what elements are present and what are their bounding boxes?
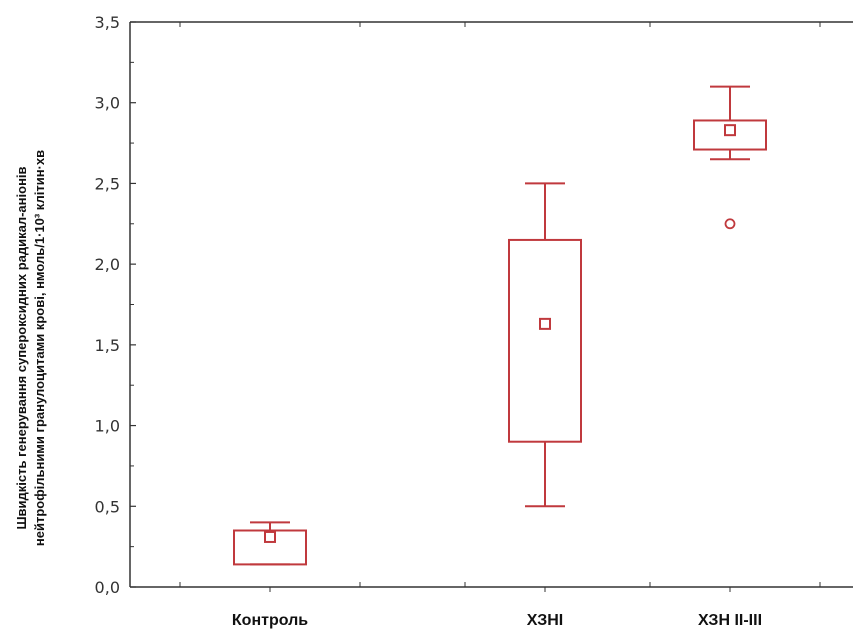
box-2 — [508, 182, 582, 508]
y-tick-label: 2,5 — [95, 174, 120, 193]
axes — [129, 21, 853, 592]
boxes — [233, 85, 767, 566]
y-tick-label: 1,5 — [95, 336, 120, 355]
median-marker — [724, 124, 736, 137]
iqr-box — [233, 529, 307, 566]
y-axis-title: Швидкість генерування супероксидних ради… — [14, 150, 47, 546]
y-axis-ticks: 0,0 0,5 1,0 1,5 2,0 2,5 3,0 3,5 — [95, 13, 136, 597]
x-axis-categories: Контроль ХЗНІ ХЗН ІІ-ІІІ — [232, 612, 762, 629]
y-tick-label: 3,0 — [95, 94, 120, 113]
y-tick-label: 0,0 — [95, 578, 120, 597]
y-tick-label: 3,5 — [95, 13, 120, 32]
y-tick-label: 2,0 — [95, 255, 120, 274]
y-axis-title-line2: нейтрофільними гранулоцитами крові, нмол… — [32, 150, 47, 546]
median-marker — [539, 317, 551, 330]
x-category-label: ХЗНІ — [527, 612, 563, 629]
y-tick-label: 1,0 — [95, 417, 120, 436]
box-1 — [233, 521, 307, 566]
iqr-box — [508, 238, 582, 443]
y-tick-label: 0,5 — [95, 497, 120, 516]
y-axis-title-line1: Швидкість генерування супероксидних ради… — [14, 166, 29, 529]
median-marker — [264, 530, 276, 543]
box-3 — [693, 85, 767, 230]
outlier-point — [724, 218, 736, 230]
x-category-label: Контроль — [232, 612, 308, 629]
x-category-label: ХЗН ІІ-ІІІ — [698, 612, 762, 629]
iqr-box — [693, 119, 767, 151]
